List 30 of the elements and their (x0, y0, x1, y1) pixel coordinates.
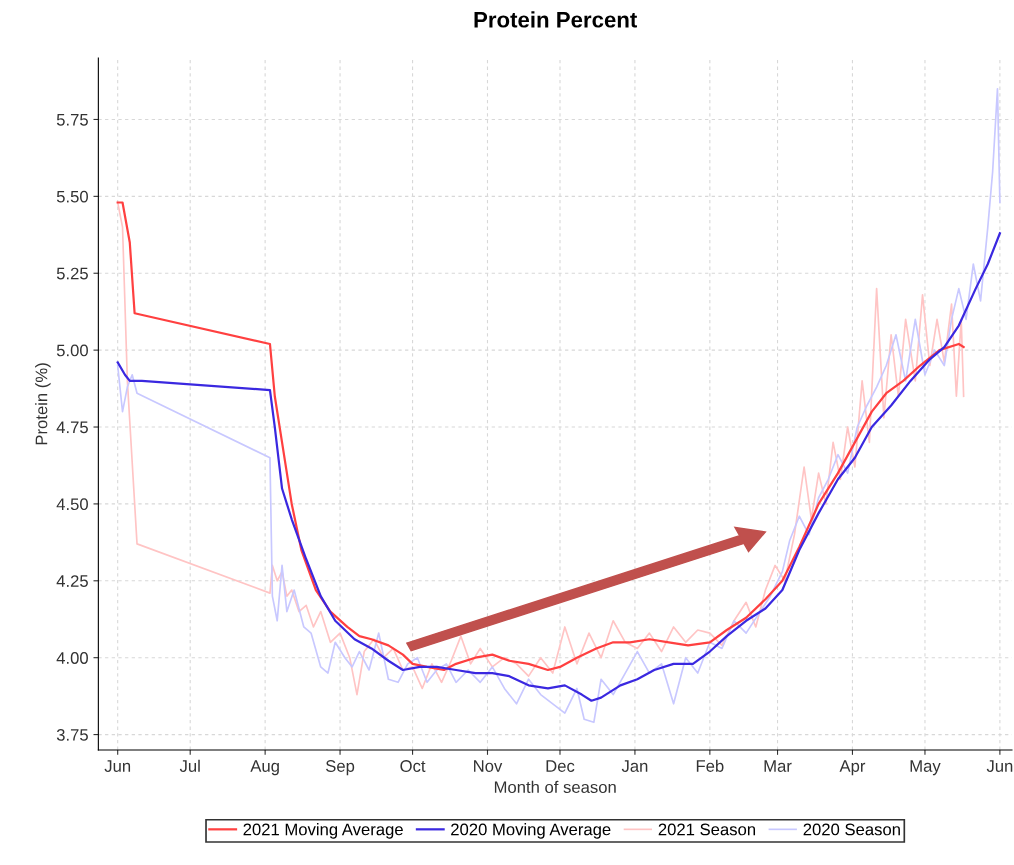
y-tick-label: 5.75 (56, 114, 88, 126)
x-tick-label: Feb (696, 759, 724, 772)
x-tick-label: Jul (179, 759, 200, 772)
x-tick-label: Aug (250, 760, 279, 776)
x-tick-label: Sep (325, 760, 355, 776)
x-tick-label: Dec (546, 760, 575, 772)
x-tick-label: Jun (986, 760, 1013, 772)
x-axis-title: Month of season (494, 780, 616, 794)
y-tick-label: 4.25 (56, 575, 88, 587)
x-tick-label: Jan (621, 760, 648, 772)
x-tick-label: Jun (104, 760, 131, 772)
x-tick-label: May (910, 760, 941, 776)
y-tick-label: 3.75 (56, 728, 88, 741)
x-tick-label: Apr (839, 760, 866, 776)
legend-label: 2021 Moving Average (243, 823, 403, 839)
y-axis-title: Protein (%) (35, 363, 51, 445)
y-tick-label: 4.50 (56, 498, 88, 511)
y-tick-label: 4.75 (56, 421, 88, 434)
chart-title: Protein Percent (474, 11, 638, 28)
x-tick-label: Oct (400, 760, 426, 772)
legend-label: 2020 Season (803, 823, 900, 836)
y-tick-label: 5.00 (56, 344, 88, 357)
x-tick-label: Nov (474, 760, 503, 772)
y-tick-label: 5.25 (56, 267, 88, 280)
legend-label: 2021 Season (658, 823, 756, 836)
line-series (116, 87, 1001, 724)
y-tick-label: 5.50 (56, 190, 88, 203)
legend-label: 2020 Moving Average (451, 823, 611, 839)
y-tick-label: 4.00 (56, 652, 88, 664)
x-tick-label: Mar (764, 760, 792, 772)
